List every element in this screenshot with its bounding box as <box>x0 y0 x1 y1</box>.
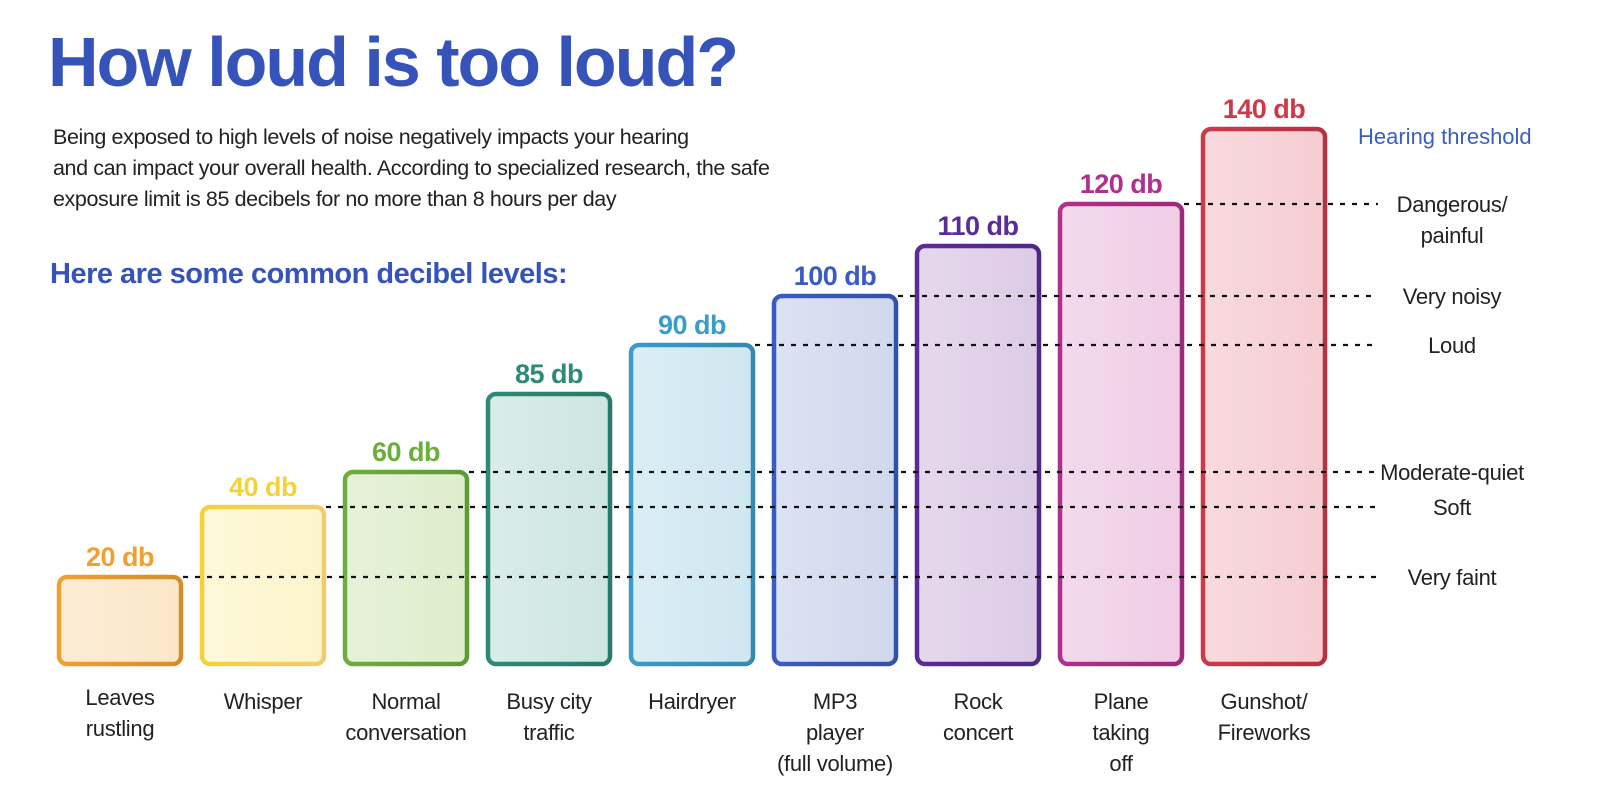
category-label: Whisper <box>224 689 303 714</box>
bar <box>199 504 327 667</box>
intro-line: and can impact your overall health. Acco… <box>53 156 770 180</box>
threshold-label: painful <box>1421 223 1484 248</box>
category-label: Fireworks <box>1218 720 1311 745</box>
bar <box>628 342 756 667</box>
threshold-label: Very faint <box>1408 565 1497 590</box>
bar-value-label: 110 db <box>937 211 1018 241</box>
threshold-label: Soft <box>1433 495 1471 520</box>
labels-layer: 20 db Leaves rustling 40 db Whisper 60 db Norm… <box>85 94 1524 776</box>
bar-value-label: 100 db <box>794 261 877 291</box>
threshold-lines-layer <box>183 202 1378 579</box>
category-label: Hairdryer <box>648 689 736 714</box>
bar-value-label: 90 db <box>658 310 726 340</box>
bar-value-label: 20 db <box>86 542 154 572</box>
category-label: Busy city <box>506 689 592 714</box>
bar-value-label: 140 db <box>1223 94 1306 124</box>
category-label: Leaves <box>85 685 154 710</box>
category-label: Rock <box>954 689 1004 714</box>
category-label: Gunshot/ <box>1221 689 1309 714</box>
bar-value-label: 120 db <box>1080 169 1163 199</box>
bar <box>771 293 899 667</box>
category-label: concert <box>943 720 1013 745</box>
category-label: off <box>1109 751 1133 776</box>
bars-layer <box>56 126 1328 667</box>
category-label: player <box>806 720 864 745</box>
category-label: (full volume) <box>777 751 893 776</box>
category-label: traffic <box>523 720 575 745</box>
threshold-label: Loud <box>1428 333 1476 358</box>
category-label: Plane <box>1094 689 1149 714</box>
category-label: MP3 <box>813 689 857 714</box>
bar-value-label: 60 db <box>372 437 440 467</box>
threshold-label: Very noisy <box>1403 284 1502 309</box>
intro-text: Being exposed to high levels of noise ne… <box>53 122 873 215</box>
intro-line: Being exposed to high levels of noise ne… <box>53 125 689 149</box>
category-label: taking <box>1093 720 1150 745</box>
bar-value-label: 85 db <box>515 359 583 389</box>
threshold-label: Moderate-quiet <box>1380 460 1524 485</box>
section-subtitle: Here are some common decibel levels: <box>50 258 568 290</box>
page-title: How loud is too loud? <box>48 23 739 101</box>
intro-line: exposure limit is 85 decibels for no mor… <box>53 187 617 211</box>
bar-value-label: 40 db <box>229 472 297 502</box>
threshold-legend-title: Hearing threshold <box>1358 124 1532 149</box>
bar <box>1057 201 1185 667</box>
category-label: rustling <box>86 716 155 741</box>
bar <box>1200 126 1328 667</box>
threshold-label: Dangerous/ <box>1397 192 1509 217</box>
category-label: Normal <box>371 689 440 714</box>
bar <box>485 391 613 667</box>
bar <box>914 243 1042 667</box>
bar <box>56 574 184 667</box>
bar <box>342 469 470 667</box>
category-label: conversation <box>345 720 466 745</box>
